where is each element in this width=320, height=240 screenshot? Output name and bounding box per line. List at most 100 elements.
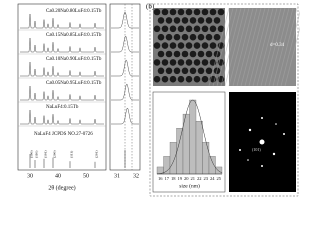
particle [189,67,197,75]
fringe [220,7,242,87]
particle [185,25,193,33]
xrd-trace [20,109,104,125]
fringe [252,7,274,87]
fft-label: (101) [252,147,261,152]
xrd-trace [20,85,104,101]
particle [169,59,177,66]
xrd-trace [20,61,104,77]
sample-label: Ca0.15Na0.85LuF4:0.15Tb [46,33,102,38]
particle [181,17,189,24]
nanoparticles [153,8,225,83]
inset-trace [111,35,139,53]
reference-label: NaLuF4 JCPDS NO.27-0726 [34,132,93,137]
x-tick-label: 22 [197,176,202,181]
spot [261,117,263,119]
particle [209,25,217,33]
particle [153,8,161,16]
particle [165,33,173,41]
xrd-trace [20,37,104,53]
particle [185,8,193,16]
particle [205,33,213,41]
particle [181,33,189,41]
x-tick-label: 24 [210,176,215,181]
particle [157,67,165,75]
fringe [236,7,258,87]
fringe [276,7,298,87]
particle [193,25,201,33]
particle [193,42,201,49]
particle [205,50,213,58]
x-tick-label: 32 [133,173,139,179]
fringe [268,7,290,87]
histogram-bar [202,142,210,175]
particle [189,17,197,24]
spot [239,149,241,151]
sample-label: Ca0.20Na0.80LuF4:0.15Tb [46,9,102,14]
xrd-patterns: Ca0.20Na0.80LuF4:0.15Tb Ca0.15Na0.85LuF4:… [18,9,139,168]
hrtem-label: d=0.34 [270,43,285,48]
spot [248,128,252,132]
miller-index: (110) [34,150,38,158]
particle [173,67,181,75]
particle [157,17,165,24]
fringe [232,7,254,87]
x-tick-label: 18 [171,176,176,181]
particle [201,59,209,66]
particle [177,59,185,66]
particle [201,8,209,16]
particle [153,25,161,33]
fringe [240,7,262,87]
particle [177,75,185,83]
miller-index: (100) [29,150,33,158]
sample-label: NaLuF4:0.15Tb [46,105,79,110]
fringe [284,25,300,87]
particle [177,8,185,16]
figure: Ca0.20Na0.80LuF4:0.15Tb Ca0.15Na0.85LuF4:… [17,3,300,197]
particle [189,33,197,41]
particle [205,17,213,24]
particle [177,42,185,49]
particle [169,8,177,16]
particle [193,75,201,83]
particle [205,67,213,75]
particle [161,75,169,83]
histogram-bar [176,128,184,175]
histogram-bar [215,166,223,175]
x-tick-label: 25 [217,176,222,181]
x-tick-label: 30 [27,173,33,179]
fringe [260,7,282,87]
particle [173,50,181,58]
particle [209,8,217,16]
miller-index: (111) [69,150,73,158]
particle [185,75,193,83]
spot [283,133,285,135]
particle [201,25,209,33]
diffraction-spots [239,117,285,167]
particle [197,17,205,24]
x-tick-label: 17 [165,176,170,181]
particle [153,59,161,66]
fringe [208,7,230,87]
particle [157,50,165,58]
particle [169,75,177,83]
histogram: 16 17 18 19 20 21 22 23 24 25 size (nm) [156,99,223,189]
particle [209,42,217,49]
particle [165,17,173,24]
particle [193,8,201,16]
fringe [264,7,286,87]
particle [153,75,161,83]
particle [217,8,225,16]
particle [189,50,197,58]
particle [197,67,205,75]
fringe [280,10,300,87]
x-tick-label: 19 [178,176,183,181]
x-tick-label: 40 [55,173,61,179]
particle [177,25,185,33]
particle [161,25,169,33]
particle [213,17,221,24]
fringe [244,7,266,87]
fringe [228,7,250,87]
fringe [272,7,294,87]
particle [161,59,169,66]
fringe [224,7,246,87]
